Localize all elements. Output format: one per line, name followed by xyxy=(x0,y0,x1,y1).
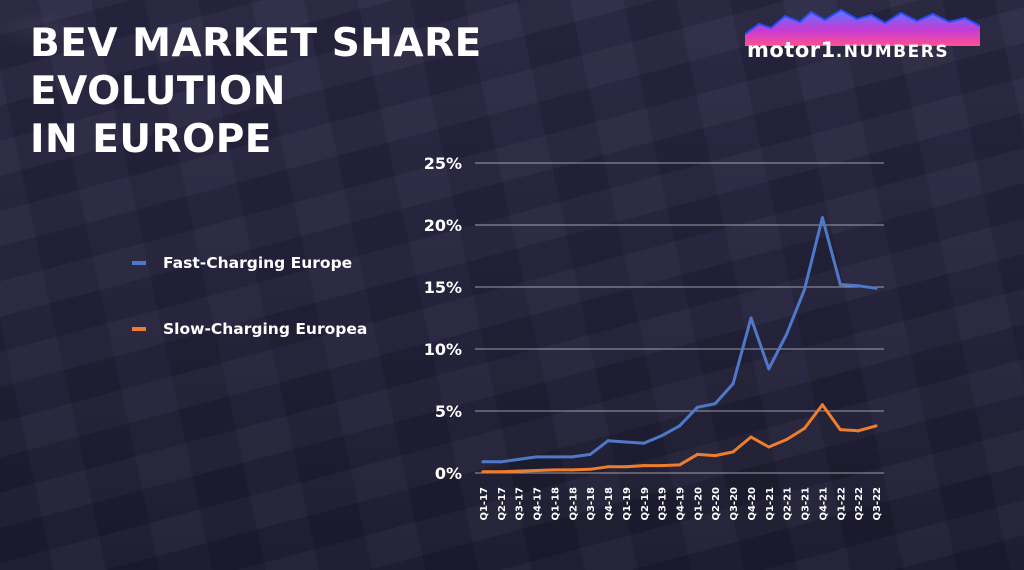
x-tick-label-q4-21: Q4-21 xyxy=(818,487,829,521)
x-tick-label-q2-18: Q2-18 xyxy=(568,487,579,521)
logo-mountains-icon xyxy=(745,8,980,46)
data-point-slow-q4-19 xyxy=(678,463,681,467)
data-point-slow-q3-17 xyxy=(517,469,521,473)
data-point-fast-q1-20 xyxy=(695,405,699,409)
data-point-fast-q2-17 xyxy=(499,460,503,464)
x-tick-label-q3-17: Q3-17 xyxy=(515,487,526,521)
data-point-fast-q2-20 xyxy=(713,402,717,406)
legend-label-fast-charging: Fast-Charging Europe xyxy=(163,254,353,272)
data-point-slow-q1-22 xyxy=(838,428,842,432)
x-tick-label-q3-22: Q3-22 xyxy=(872,487,883,521)
x-tick-label-q1-21: Q1-21 xyxy=(765,487,776,521)
legend-item-fast-charging: Fast-Charging Europe xyxy=(132,250,367,276)
legend-swatch-fast-charging xyxy=(132,261,146,265)
data-point-fast-q1-21 xyxy=(767,367,771,371)
x-tick-label-q1-17: Q1-17 xyxy=(479,487,490,521)
x-tick-label-q1-19: Q1-19 xyxy=(622,487,633,521)
data-point-fast-q3-19 xyxy=(660,434,664,438)
x-tick-label-q2-21: Q2-21 xyxy=(783,487,794,521)
data-point-slow-q1-18 xyxy=(552,468,556,472)
legend-label-slow-charging: Slow-Charging Europea xyxy=(163,320,368,338)
chart-title: BEV MARKET SHARE EVOLUTION IN EUROPE xyxy=(30,20,730,164)
data-point-slow-q1-17 xyxy=(481,470,485,474)
data-point-fast-q4-20 xyxy=(749,316,753,320)
data-point-slow-q3-19 xyxy=(660,464,664,468)
chart-title-line-1: BEV MARKET SHARE EVOLUTION xyxy=(30,21,482,114)
x-tick-label-q1-22: Q1-22 xyxy=(836,487,847,521)
x-tick-label-q3-18: Q3-18 xyxy=(586,487,597,521)
data-point-slow-q2-19 xyxy=(642,464,646,468)
data-point-fast-q2-19 xyxy=(642,441,646,445)
data-point-slow-q3-20 xyxy=(731,450,735,454)
y-tick-label-10: 10% xyxy=(424,340,462,359)
data-point-slow-q3-22 xyxy=(874,424,878,428)
y-tick-label-25: 25% xyxy=(424,154,462,173)
data-point-fast-q2-22 xyxy=(856,284,860,288)
data-point-fast-q3-21 xyxy=(803,287,807,291)
data-point-slow-q4-17 xyxy=(535,469,539,473)
data-point-fast-q3-22 xyxy=(874,286,878,290)
data-point-fast-q4-19 xyxy=(678,424,681,428)
y-tick-label-20: 20% xyxy=(424,216,462,235)
x-tick-label-q2-20: Q2-20 xyxy=(711,487,722,521)
data-point-fast-q3-20 xyxy=(731,382,735,386)
x-tick-label-q3-20: Q3-20 xyxy=(729,487,740,521)
x-tick-label-q1-20: Q1-20 xyxy=(693,487,704,521)
legend-swatch-slow-charging xyxy=(132,327,146,331)
data-point-fast-q2-18 xyxy=(570,455,574,459)
data-point-slow-q4-21 xyxy=(820,403,824,407)
chart-title-line-2: IN EUROPE xyxy=(30,117,272,162)
data-point-slow-q2-22 xyxy=(856,429,860,433)
data-point-fast-q3-18 xyxy=(588,452,592,456)
data-point-slow-q4-20 xyxy=(749,435,753,439)
y-tick-label-5: 5% xyxy=(435,402,462,421)
data-point-fast-q4-18 xyxy=(606,439,610,443)
data-point-fast-q3-17 xyxy=(517,457,521,461)
x-tick-label-q3-19: Q3-19 xyxy=(658,487,669,521)
data-point-slow-q2-17 xyxy=(499,470,503,474)
data-point-slow-q4-18 xyxy=(606,465,610,469)
logo-text-motor: motor xyxy=(747,38,821,62)
legend-item-slow-charging: Slow-Charging Europea xyxy=(132,316,367,342)
data-point-slow-q2-18 xyxy=(570,468,574,472)
y-tick-label-15: 15% xyxy=(424,278,462,297)
y-tick-label-0: 0% xyxy=(435,464,462,483)
data-point-slow-q1-19 xyxy=(624,465,628,469)
data-point-slow-q3-18 xyxy=(588,467,592,471)
data-point-fast-q4-21 xyxy=(820,216,824,220)
x-tick-label-q3-21: Q3-21 xyxy=(801,487,812,521)
chart-legend: Fast-Charging Europe Slow-Charging Europ… xyxy=(132,250,367,382)
series-line-slow-charging xyxy=(481,403,878,474)
data-point-fast-q1-17 xyxy=(481,460,485,464)
data-point-fast-q4-17 xyxy=(535,455,539,459)
x-tick-label-q4-20: Q4-20 xyxy=(747,487,758,521)
logo-text-one: 1 xyxy=(820,38,836,62)
data-point-slow-q1-21 xyxy=(767,445,771,449)
data-point-slow-q3-21 xyxy=(803,426,807,430)
logo-text-numbers: .NUMBERS xyxy=(835,42,950,62)
data-point-fast-q1-18 xyxy=(552,455,556,459)
logo-text: motor1.NUMBERS xyxy=(747,38,949,62)
data-point-slow-q1-20 xyxy=(695,452,699,456)
x-tick-label-q1-18: Q1-18 xyxy=(550,487,561,521)
x-tick-label-q2-17: Q2-17 xyxy=(497,487,508,521)
data-point-slow-q2-20 xyxy=(713,454,717,458)
x-tick-label-q2-19: Q2-19 xyxy=(640,487,651,521)
data-point-fast-q2-21 xyxy=(785,332,789,336)
data-point-slow-q2-21 xyxy=(785,438,789,442)
x-tick-label-q4-17: Q4-17 xyxy=(533,487,544,521)
x-tick-label-q4-19: Q4-19 xyxy=(676,487,687,521)
x-tick-label-q4-18: Q4-18 xyxy=(604,487,615,521)
data-point-fast-q1-22 xyxy=(838,283,842,287)
x-tick-label-q2-22: Q2-22 xyxy=(854,487,865,521)
data-point-fast-q1-19 xyxy=(624,440,628,444)
motor1-numbers-logo: motor1.NUMBERS xyxy=(745,6,980,68)
